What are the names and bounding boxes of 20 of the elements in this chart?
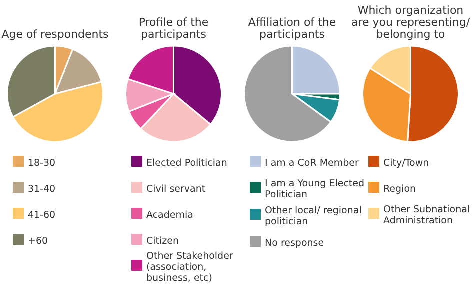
legend-label: Academia [146, 210, 194, 221]
legend-label: Other local/ regional politician [265, 206, 362, 228]
legend-label: City/Town [384, 158, 430, 169]
legend-label: Civil servant [146, 184, 206, 195]
legend-label: 18-30 [28, 158, 56, 169]
legend-label: I am a Young Elected Politician [265, 178, 365, 200]
legend-label: Elected Politician [146, 158, 228, 169]
chart-title: Profile of the participants [138, 16, 209, 41]
legend-label: +60 [28, 236, 48, 247]
chart-title: Affiliation of the participants [248, 16, 336, 41]
legend-label: 31-40 [28, 184, 56, 195]
chart-title: Which organization are you representing/ belonging to [351, 4, 470, 41]
legend-label: Region [384, 184, 416, 195]
legend-label: I am a CoR Member [265, 158, 359, 169]
legend-label: Other Subnational Administration [384, 204, 470, 226]
legend-label: Citizen [146, 236, 179, 247]
chart-title: Age of respondents [2, 28, 110, 41]
legend-label: No response [265, 238, 324, 249]
legend-label: 41-60 [28, 210, 56, 221]
legend-label: Other Stakeholder (association, business, etc) [146, 251, 234, 284]
